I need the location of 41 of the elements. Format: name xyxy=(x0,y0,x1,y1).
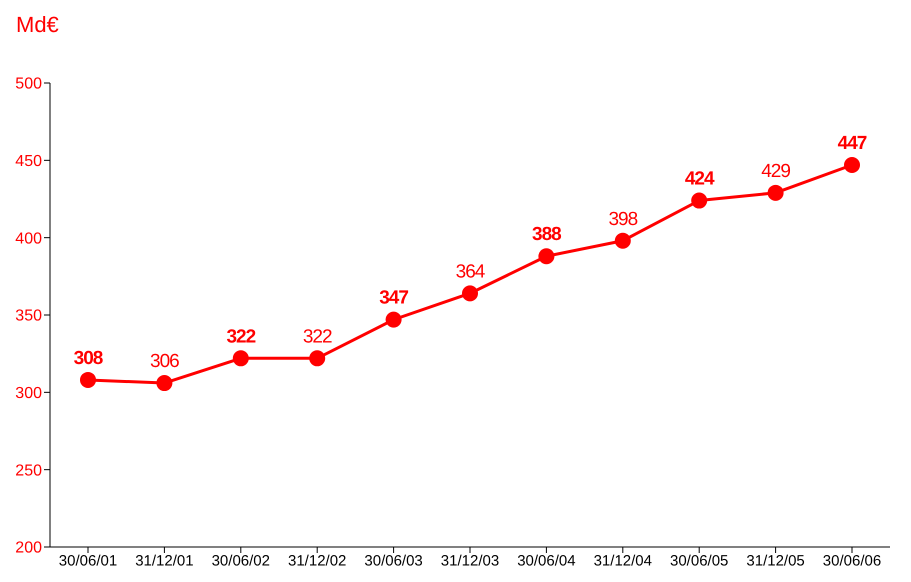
x-tick-label: 31/12/03 xyxy=(440,552,500,570)
point xyxy=(80,372,96,388)
x-tick-label: 31/12/01 xyxy=(135,552,194,570)
point xyxy=(232,350,249,366)
point xyxy=(691,192,708,209)
point xyxy=(156,375,172,392)
data-label: 398 xyxy=(608,208,638,230)
x-tick-label: 30/06/06 xyxy=(822,552,882,570)
y-tick-label: 250 xyxy=(15,462,42,480)
y-tick-label: 400 xyxy=(15,230,42,248)
point xyxy=(614,232,631,249)
point xyxy=(386,312,402,328)
data-label: 306 xyxy=(150,351,180,372)
point xyxy=(462,285,478,302)
x-tick-label: 31/12/02 xyxy=(288,552,346,570)
data-label: 322 xyxy=(302,326,332,348)
x-tick-label: 31/12/04 xyxy=(594,552,652,570)
y-tick-label: 300 xyxy=(15,385,42,402)
y-tick-label: 450 xyxy=(15,153,42,170)
point xyxy=(768,184,784,201)
data-label: 447 xyxy=(838,132,867,154)
data-label: 424 xyxy=(684,168,715,190)
data-label: 347 xyxy=(379,288,408,309)
x-tick-label: 30/06/02 xyxy=(212,552,270,570)
data-label: 429 xyxy=(761,160,790,182)
point xyxy=(309,350,326,366)
data-label: 364 xyxy=(456,261,486,282)
x-tick-label: 31/12/05 xyxy=(746,552,805,570)
point xyxy=(844,156,860,173)
y-tick-label: 350 xyxy=(15,308,42,325)
x-tick-label: 30/06/01 xyxy=(58,552,118,570)
y-tick-label: 200 xyxy=(15,540,42,557)
point xyxy=(538,248,554,264)
data-label: 308 xyxy=(74,348,103,369)
data-label: 322 xyxy=(226,326,256,348)
x-tick-label: 30/06/05 xyxy=(670,552,728,570)
x-tick-label: 30/06/03 xyxy=(364,552,423,570)
y-tick-label: 500 xyxy=(15,76,42,93)
data-label: 388 xyxy=(532,224,562,246)
x-tick-label: 30/06/04 xyxy=(517,552,576,570)
y-axis-title: Md€ xyxy=(16,12,59,38)
